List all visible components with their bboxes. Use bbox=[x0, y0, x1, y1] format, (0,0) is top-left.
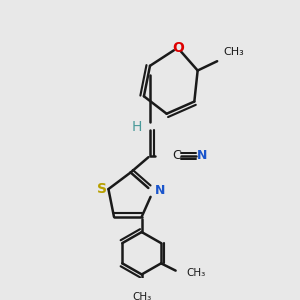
Text: N: N bbox=[155, 184, 166, 197]
Text: CH₃: CH₃ bbox=[187, 268, 206, 278]
Text: CH₃: CH₃ bbox=[132, 292, 151, 300]
Text: H: H bbox=[131, 120, 142, 134]
Text: S: S bbox=[97, 182, 106, 196]
Text: N: N bbox=[197, 149, 208, 162]
Text: O: O bbox=[172, 41, 184, 55]
Text: C: C bbox=[172, 149, 181, 162]
Text: CH₃: CH₃ bbox=[224, 47, 244, 58]
